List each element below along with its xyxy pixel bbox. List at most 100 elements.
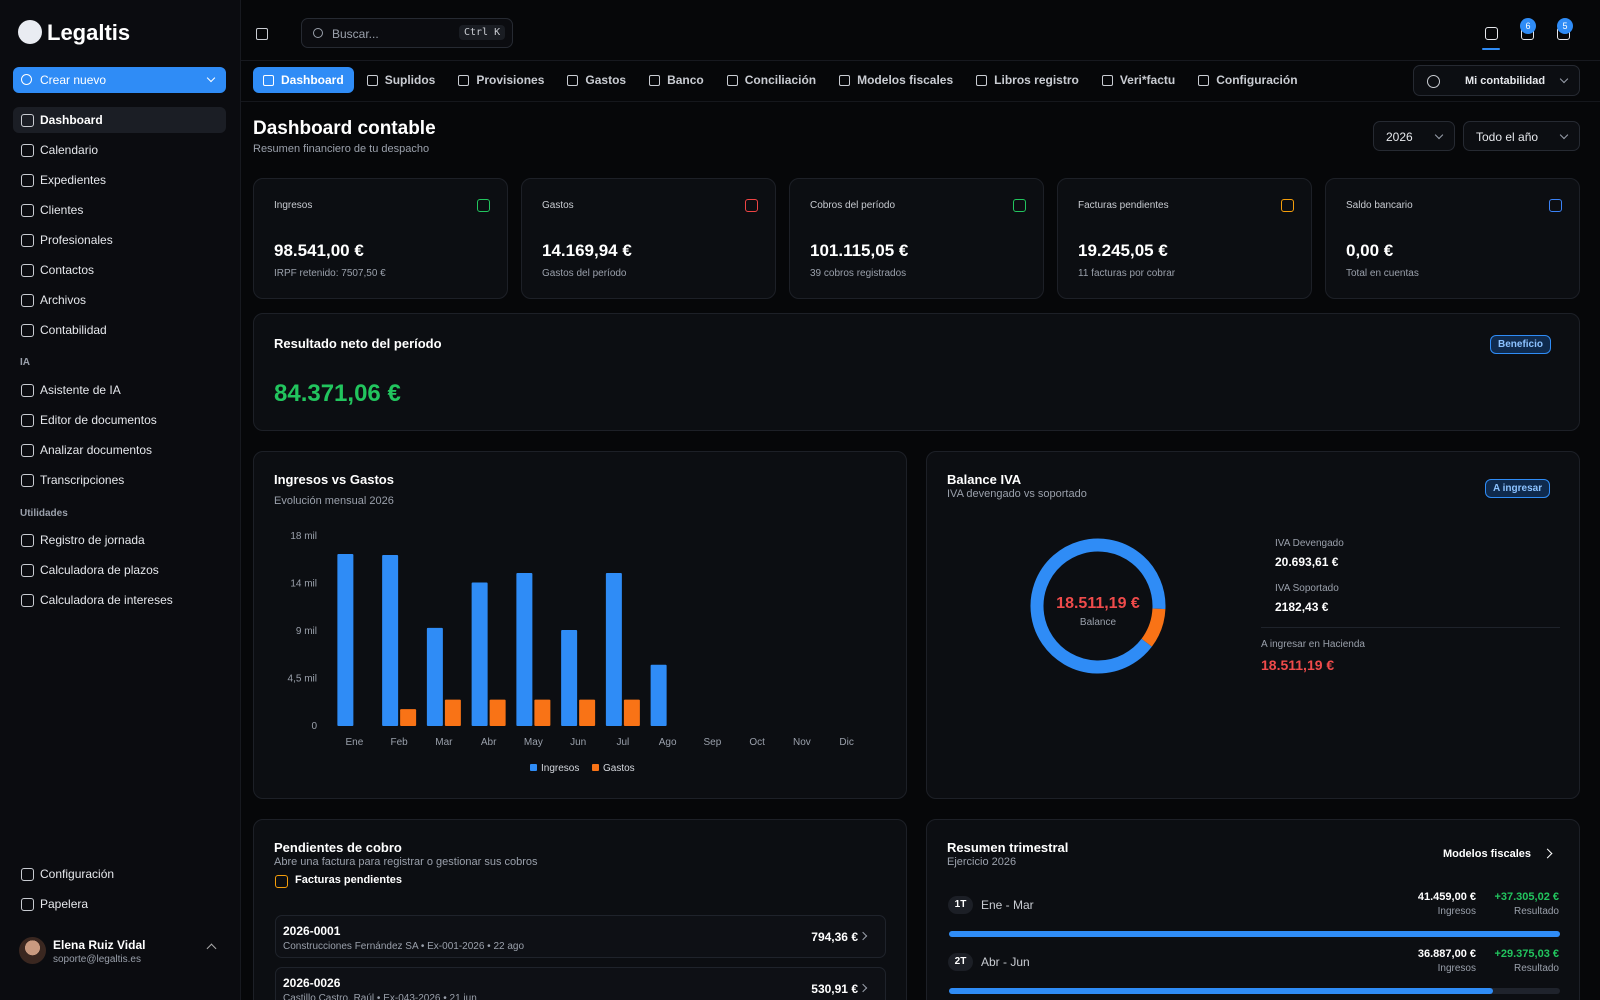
section-title: Facturas pendientes bbox=[295, 874, 402, 886]
quarter-range: Abr - Jun bbox=[981, 955, 1030, 969]
nav-item[interactable]: Dashboard bbox=[40, 113, 103, 127]
tab-label: Suplidos bbox=[384, 73, 436, 87]
kpi-card: Facturas pendientes 19.245,05 € 11 factura… bbox=[1057, 178, 1312, 299]
tab-label: Libros registro bbox=[994, 73, 1079, 87]
kpi-icon bbox=[745, 199, 758, 212]
chart-subtitle: IVA devengado vs soportado bbox=[947, 488, 1087, 500]
tab-bar: Dashboard Suplidos Provisiones Gastos Banco C… bbox=[253, 67, 1308, 93]
kpi-card: Ingresos 98.541,00 € IRPF retenido: 7507,5… bbox=[253, 178, 508, 299]
tab[interactable]: Configuración bbox=[1188, 67, 1307, 93]
tab-icon bbox=[649, 74, 661, 86]
nav-item[interactable]: Calculadora de plazos bbox=[40, 563, 159, 577]
link-arrow bbox=[1542, 848, 1553, 859]
nav-item[interactable]: Clientes bbox=[40, 203, 84, 217]
card-subtitle: Abre una factura para registrar o gestio… bbox=[274, 856, 538, 868]
kpi-value: 0,00 € bbox=[1346, 241, 1394, 260]
nav-item[interactable]: Editor de documentos bbox=[40, 413, 157, 427]
tab-icon bbox=[726, 74, 738, 86]
nav-item[interactable]: Calendario bbox=[40, 143, 99, 157]
result-card: Resultado neto del período Beneficio 84.37… bbox=[253, 313, 1580, 431]
user-menu-toggle[interactable] bbox=[206, 943, 217, 954]
search-placeholder: Buscar... bbox=[332, 27, 379, 41]
account-select[interactable]: Mi contabilidad bbox=[1413, 65, 1580, 96]
progress-bar bbox=[949, 931, 1560, 937]
kpi-value: 14.169,94 € bbox=[542, 241, 632, 260]
tab[interactable]: Provisiones bbox=[448, 67, 554, 93]
nav-item[interactable]: Contabilidad bbox=[40, 323, 107, 337]
invoice-detail: Construcciones Fernández SA • Ex-001-202… bbox=[283, 941, 525, 952]
chart-title: Balance IVA bbox=[947, 472, 1022, 487]
nav-item[interactable]: Asistente de IA bbox=[40, 383, 121, 397]
y-tick-label: 0 bbox=[311, 721, 317, 732]
period-label: Todo el año bbox=[1476, 130, 1539, 144]
nav-icon bbox=[21, 444, 34, 457]
result-badge: Beneficio bbox=[1490, 335, 1552, 354]
donut-segment bbox=[1030, 538, 1166, 674]
nav-item[interactable]: Calculadora de intereses bbox=[40, 593, 173, 607]
invoice-row[interactable]: 2026-0001 Construcciones Fernández SA • E… bbox=[275, 915, 886, 958]
nav-icon bbox=[21, 474, 34, 487]
nav-item[interactable]: Registro de jornada bbox=[40, 533, 145, 547]
create-button[interactable]: Crear nuevo bbox=[13, 67, 226, 93]
nav-item[interactable]: Analizar documentos bbox=[40, 443, 153, 457]
tab[interactable]: Libros registro bbox=[966, 67, 1089, 93]
nav-item[interactable]: Profesionales bbox=[40, 233, 113, 247]
tab-label: Banco bbox=[667, 73, 704, 87]
year-select[interactable]: 2026 bbox=[1373, 121, 1455, 151]
nav-item[interactable]: Papelera bbox=[40, 897, 89, 911]
donut-center-label: Balance bbox=[1080, 617, 1117, 628]
quarter-code: 2T bbox=[948, 953, 973, 971]
x-tick-label: Ago bbox=[659, 737, 677, 748]
tab-icon bbox=[263, 74, 274, 86]
card-title: Resumen trimestral bbox=[947, 840, 1069, 855]
nav-icon bbox=[21, 534, 34, 547]
tab-label: Dashboard bbox=[281, 73, 344, 87]
topbar-icon[interactable] bbox=[1485, 27, 1498, 40]
sidebar-toggle[interactable] bbox=[256, 28, 268, 40]
tab[interactable]: Veri*factu bbox=[1092, 67, 1185, 93]
search-box[interactable]: Buscar... Ctrl K bbox=[301, 18, 513, 48]
nav-icon bbox=[21, 324, 34, 337]
legend-label: Ingresos bbox=[541, 763, 579, 774]
tab-icon bbox=[567, 74, 579, 86]
nav-item[interactable]: Expedientes bbox=[40, 173, 107, 187]
tab-label: Conciliación bbox=[744, 73, 817, 87]
nav-item[interactable]: Contactos bbox=[40, 263, 95, 277]
tabbar-border bbox=[241, 101, 1600, 102]
tab-icon bbox=[1101, 74, 1113, 86]
invoice-amount: 794,36 € bbox=[811, 930, 858, 944]
iva-label: IVA Soportado bbox=[1275, 583, 1339, 594]
bar bbox=[516, 572, 533, 726]
iva-value: 20.693,61 € bbox=[1275, 555, 1339, 569]
create-label: Crear nuevo bbox=[40, 73, 107, 87]
tab[interactable]: Banco bbox=[639, 67, 714, 93]
nav-icon bbox=[21, 234, 34, 247]
tab[interactable]: Modelos fiscales bbox=[829, 67, 963, 93]
nav-item[interactable]: Configuración bbox=[40, 867, 115, 881]
fiscal-models-link[interactable]: Modelos fiscales bbox=[1442, 848, 1531, 860]
shortcut-hint: Ctrl K bbox=[459, 25, 506, 40]
iva-label: IVA Devengado bbox=[1275, 538, 1344, 549]
period-caret bbox=[1559, 130, 1569, 140]
chart-badge: A ingresar bbox=[1485, 479, 1551, 498]
tab[interactable]: Dashboard bbox=[253, 67, 354, 93]
legend-label: Gastos bbox=[603, 763, 635, 774]
nav-item[interactable]: Archivos bbox=[40, 293, 87, 307]
kpi-label: Cobros del período bbox=[810, 200, 896, 211]
bar bbox=[426, 627, 443, 726]
invoice-row[interactable]: 2026-0026 Castillo Castro, Raúl • Ex-043-… bbox=[275, 967, 886, 1000]
logo-icon bbox=[18, 20, 42, 44]
section-icon bbox=[275, 875, 288, 888]
tab[interactable]: Gastos bbox=[557, 67, 636, 93]
nav-item[interactable]: Transcripciones bbox=[40, 473, 125, 487]
period-select[interactable]: Todo el año bbox=[1463, 121, 1580, 151]
tab[interactable]: Suplidos bbox=[357, 67, 446, 93]
nav-icon bbox=[21, 564, 34, 577]
invoice-amount: 530,91 € bbox=[811, 982, 858, 996]
quarter-income: 41.459,00 € bbox=[1417, 891, 1476, 903]
bar bbox=[444, 699, 461, 726]
kpi-note: 39 cobros registrados bbox=[810, 268, 907, 279]
x-tick-label: Feb bbox=[391, 737, 409, 748]
tab[interactable]: Conciliación bbox=[717, 67, 826, 93]
